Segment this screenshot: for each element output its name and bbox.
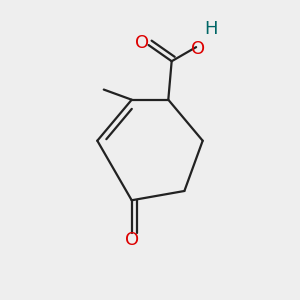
Text: O: O [124, 230, 139, 248]
Text: O: O [135, 34, 149, 52]
Text: O: O [191, 40, 206, 58]
Text: H: H [204, 20, 218, 38]
